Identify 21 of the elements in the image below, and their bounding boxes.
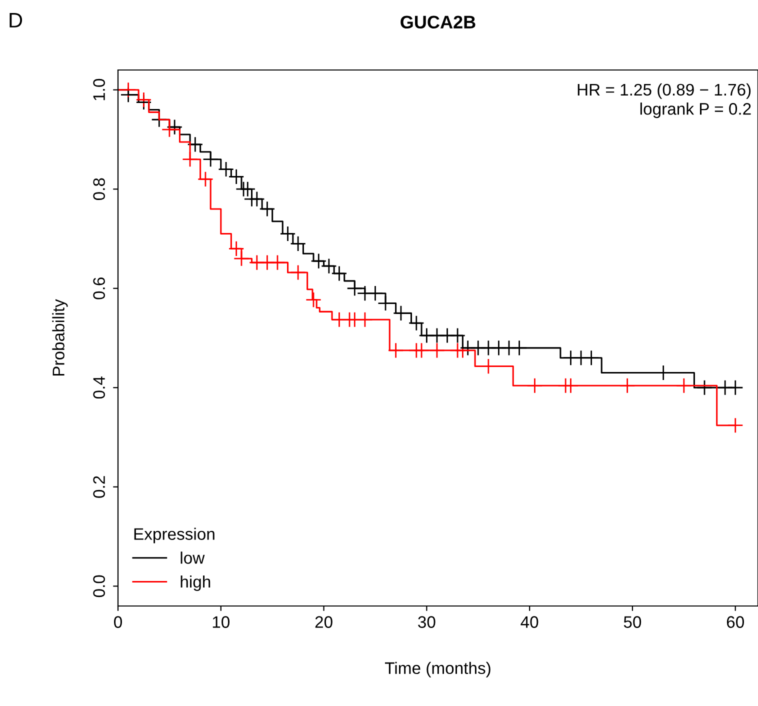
y-tick-label: 0.6 bbox=[93, 278, 105, 300]
x-tick-label: 30 bbox=[418, 616, 436, 628]
y-tick-label: 0.2 bbox=[93, 476, 105, 498]
x-tick-label: 60 bbox=[726, 616, 744, 628]
y-tick-label: 1.0 bbox=[93, 78, 105, 100]
y-tick-label: 0.0 bbox=[93, 575, 105, 598]
legend-title: Expression bbox=[134, 528, 214, 544]
annotation: HR = 1.25 (0.89 − 1.76) logrank P = 0.2 bbox=[578, 83, 751, 118]
x-tick-label: 40 bbox=[520, 616, 538, 628]
chart-title: GUCA2B bbox=[400, 16, 476, 29]
x-tick-label: 20 bbox=[315, 616, 332, 628]
y-tick-label: 0.4 bbox=[93, 376, 105, 399]
text: D bbox=[10, 13, 22, 28]
y-tick-label: 0.8 bbox=[93, 178, 105, 200]
x-tick-label: 50 bbox=[624, 616, 642, 628]
y-axis-title: Probability bbox=[52, 299, 68, 376]
x-axis-title: Time (months) bbox=[384, 662, 490, 678]
legend-label: high bbox=[180, 575, 210, 591]
x-tick-label: 10 bbox=[212, 616, 230, 628]
legend-label: low bbox=[180, 552, 205, 564]
x-tick-label: 0 bbox=[114, 616, 122, 628]
